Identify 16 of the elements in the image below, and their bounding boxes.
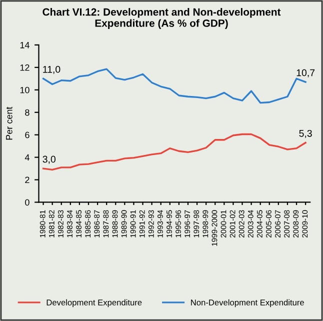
y-axis-title: Per cent	[6, 106, 12, 140]
y-tick-label: 8	[25, 109, 30, 116]
legend-label: Non-Development Expenditure	[191, 299, 304, 308]
data-label: 3,0	[42, 156, 56, 164]
y-tick-label: 0	[25, 199, 30, 206]
y-tick-label: 6	[25, 132, 30, 138]
chart-title: Chart VI.12: Development and Non-development Expenditure (As % of GDP)	[42, 8, 281, 29]
y-tick-label: 12	[20, 64, 30, 71]
legend-label: Development Expenditure	[46, 299, 142, 308]
y-tick-label: 14	[20, 42, 30, 48]
data-label: 10,7	[296, 69, 315, 78]
y-tick-label: 10	[20, 86, 30, 94]
y-tick-label: 2	[25, 176, 30, 184]
y-tick-label: 4	[24, 154, 30, 161]
data-label: 5,3	[299, 130, 312, 138]
data-label: 11,0	[43, 66, 60, 74]
